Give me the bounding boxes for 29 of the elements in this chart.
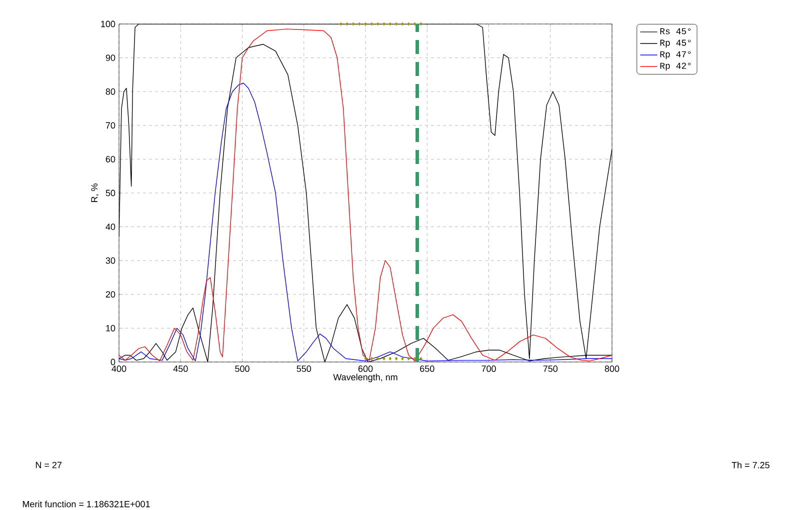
text: Merit function = 1.186321E+001 bbox=[22, 500, 150, 508]
legend-label: Rs 45° bbox=[660, 28, 691, 34]
x-tick-label: 600 bbox=[358, 366, 373, 372]
y-tick-label: 20 bbox=[106, 291, 116, 298]
y-axis-title: R, % bbox=[91, 184, 99, 202]
x-tick-label: 750 bbox=[543, 366, 558, 372]
x-tick-label: 800 bbox=[604, 366, 620, 372]
x-tick-label: 700 bbox=[482, 366, 496, 372]
y-tick-label: 90 bbox=[106, 54, 116, 61]
text: N = 27 bbox=[36, 462, 62, 468]
x-tick-label: 550 bbox=[296, 366, 312, 372]
y-tick-label: 60 bbox=[106, 156, 116, 162]
legend-label: Rp 45° bbox=[660, 40, 691, 48]
x-tick-label: 500 bbox=[235, 366, 250, 372]
x-axis-title: Wavelength, nm bbox=[333, 374, 398, 382]
y-tick-label: 30 bbox=[106, 257, 116, 264]
y-tick-label: 0 bbox=[110, 358, 116, 366]
x-tick-label: 400 bbox=[112, 366, 126, 372]
legend-label: Rp 42° bbox=[660, 62, 691, 71]
text: Th = 7.25 bbox=[732, 462, 770, 468]
y-tick-label: 70 bbox=[106, 122, 116, 129]
y-tick-label: 50 bbox=[106, 190, 116, 196]
x-tick-label: 650 bbox=[420, 366, 434, 372]
y-tick-label: 80 bbox=[106, 88, 116, 95]
x-tick-label: 450 bbox=[173, 366, 188, 372]
y-tick-label: 10 bbox=[106, 324, 116, 332]
y-tick-label: 100 bbox=[101, 20, 116, 28]
y-tick-label: 40 bbox=[106, 224, 116, 230]
legend-label: Rp 47° bbox=[660, 51, 691, 60]
